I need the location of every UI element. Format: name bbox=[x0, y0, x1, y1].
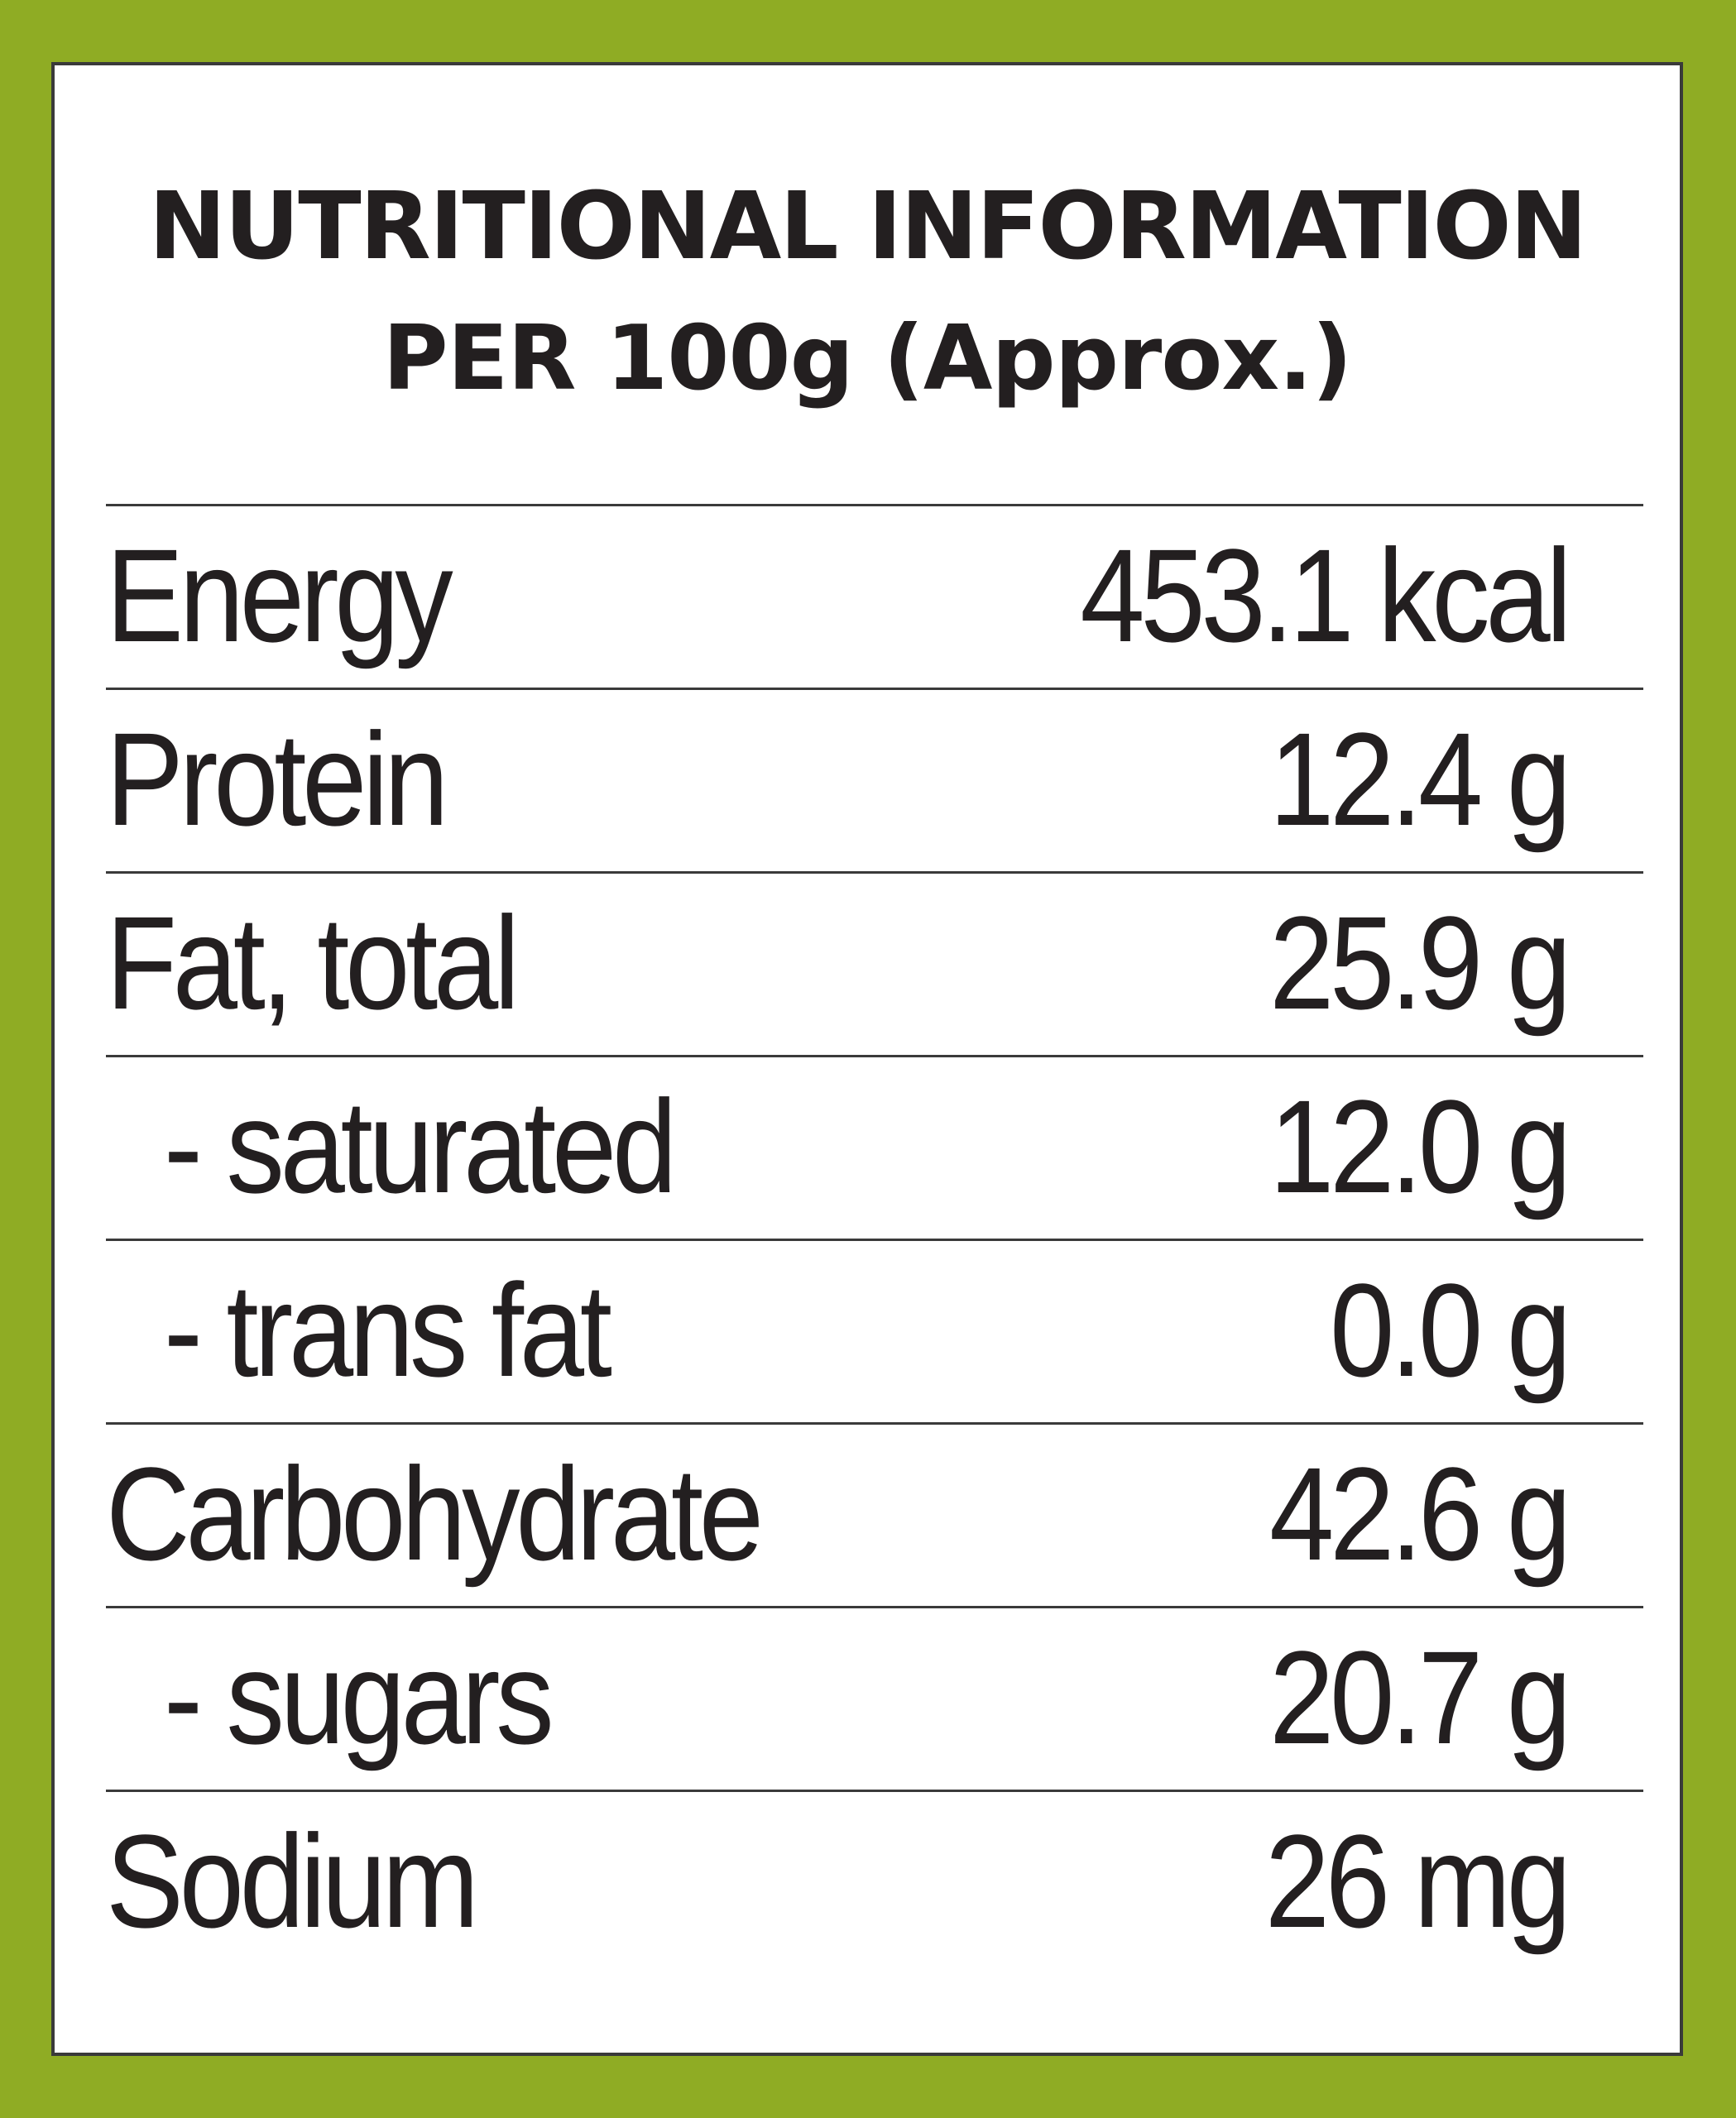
nutrition-row-sodium: Sodium 26 mg bbox=[106, 1790, 1643, 1973]
nutrition-table: Energy 453.1 kcal Protein 12.4 g Fat, to… bbox=[106, 504, 1643, 1973]
nutrient-value: 25.9 g bbox=[1269, 889, 1571, 1037]
nutrition-panel: NUTRITIONAL INFORMATION PER 100g (Approx… bbox=[51, 62, 1683, 2056]
nutrient-label: Carbohydrate bbox=[106, 1440, 764, 1588]
nutrient-value: 0.0 g bbox=[1330, 1256, 1571, 1404]
nutrient-label: - sugars bbox=[164, 1623, 554, 1771]
nutrition-row-protein: Protein 12.4 g bbox=[106, 688, 1643, 871]
nutrient-label: Protein bbox=[106, 705, 448, 853]
nutrient-value: 26 mg bbox=[1265, 1807, 1571, 1955]
panel-title: NUTRITIONAL INFORMATION bbox=[148, 173, 1588, 280]
nutrition-row-sugars: - sugars 20.7 g bbox=[106, 1606, 1643, 1790]
nutrition-row-saturated: - saturated 12.0 g bbox=[106, 1055, 1643, 1239]
nutrient-value: 20.7 g bbox=[1269, 1623, 1571, 1771]
nutrient-value: 453.1 kcal bbox=[1079, 521, 1571, 669]
nutrient-label: - saturated bbox=[164, 1072, 677, 1220]
nutrient-label: Energy bbox=[106, 521, 453, 669]
nutrient-value: 12.4 g bbox=[1269, 705, 1571, 853]
panel-subtitle: PER 100g (Approx.) bbox=[382, 307, 1352, 410]
nutrient-label: - trans fat bbox=[164, 1256, 612, 1404]
nutrient-label: Sodium bbox=[106, 1807, 479, 1955]
nutrition-row-fat-total: Fat, total 25.9 g bbox=[106, 871, 1643, 1055]
nutrient-label: Fat, total bbox=[106, 889, 520, 1037]
nutrition-row-energy: Energy 453.1 kcal bbox=[106, 504, 1643, 688]
nutrient-value: 12.0 g bbox=[1269, 1072, 1571, 1220]
nutrition-row-trans-fat: - trans fat 0.0 g bbox=[106, 1239, 1643, 1422]
nutrient-value: 42.6 g bbox=[1269, 1440, 1571, 1588]
nutrition-row-carbohydrate: Carbohydrate 42.6 g bbox=[106, 1422, 1643, 1606]
